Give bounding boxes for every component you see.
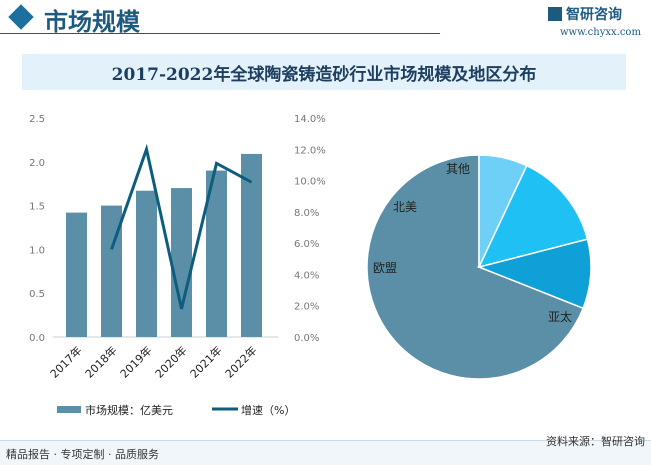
legend-bar-label: 市场规模：亿美元 [85, 403, 173, 417]
bar [171, 188, 192, 337]
x-tick-label: 2018年 [82, 343, 119, 380]
y-right-tick: 4.0% [294, 270, 319, 281]
y-left-tick: 1.0 [29, 245, 45, 256]
y-right-tick: 6.0% [294, 239, 319, 250]
x-tick-label: 2022年 [222, 343, 259, 380]
legend-line-label: 增速（%） [241, 403, 295, 417]
chart-area: 0.0 0.5 1.0 1.5 2.0 2.5 0.0% 2.0% 4.0% 6.0% 8.0% 10… [0, 0, 651, 440]
x-tick-label: 2019年 [117, 343, 154, 380]
y-right-tick: 10.0% [294, 177, 326, 188]
y-right-tick: 2.0% [294, 302, 319, 313]
y-right-tick: 12.0% [294, 145, 326, 156]
x-tick-label: 2017年 [47, 343, 84, 380]
y-left-tick: 2.5 [29, 114, 45, 125]
y-left-tick: 2.0 [29, 158, 45, 169]
y-right-tick: 14.0% [294, 114, 326, 125]
data-source: 资料来源：智研咨询 [546, 433, 645, 449]
pie-label: 其他 [446, 162, 470, 176]
x-tick-label: 2021年 [187, 343, 224, 380]
legend-bar-swatch [57, 406, 81, 413]
y-left-tick: 0.5 [29, 289, 45, 300]
bar [66, 213, 87, 337]
pie-label: 欧盟 [373, 261, 397, 275]
y-left-tick: 1.5 [29, 202, 45, 213]
x-tick-label: 2020年 [152, 343, 189, 380]
footer-slogan: 精品报告 · 专项定制 · 品质服务 [6, 446, 159, 462]
pie-label: 亚太 [548, 309, 572, 324]
y-right-tick: 8.0% [294, 208, 319, 219]
pie-label: 北美 [393, 200, 417, 214]
y-right-tick: 0.0% [294, 333, 319, 344]
bar [136, 191, 157, 337]
y-left-tick: 0.0 [29, 333, 45, 344]
